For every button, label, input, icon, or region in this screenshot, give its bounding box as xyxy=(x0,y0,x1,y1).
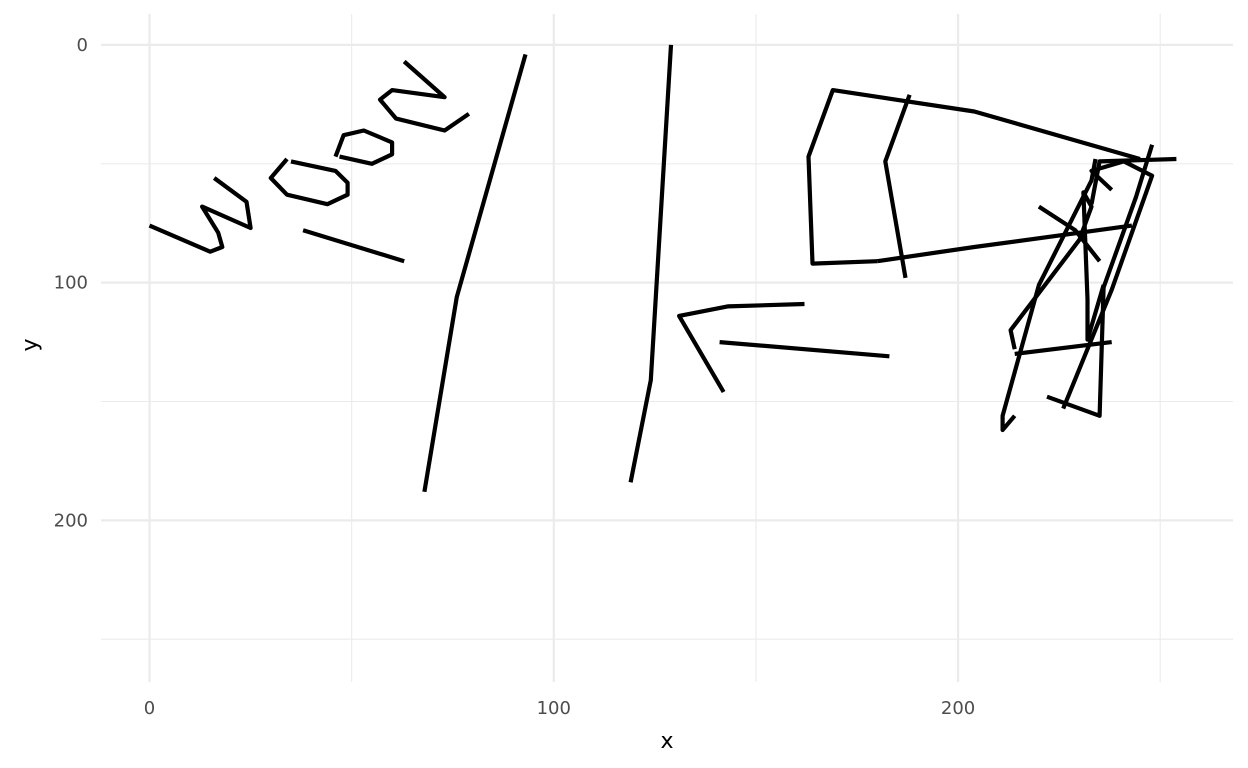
series-group xyxy=(148,44,1177,493)
series-line-1 xyxy=(148,176,253,254)
series-line-4 xyxy=(333,128,395,166)
series-line-19 xyxy=(1089,156,1177,205)
series-line-16 xyxy=(1037,204,1102,263)
y-tick-label: 200 xyxy=(54,510,88,531)
series-line-5 xyxy=(377,59,471,133)
y-axis-title: y xyxy=(18,338,43,351)
series-line-15 xyxy=(1061,159,1155,410)
grid xyxy=(101,14,1233,682)
x-tick-label: 200 xyxy=(941,698,975,719)
series-line-8 xyxy=(676,301,805,394)
series-line-9 xyxy=(719,340,890,359)
series-line-13 xyxy=(1000,158,1098,433)
x-tick-label: 100 xyxy=(537,698,571,719)
tick-labels: 0 100 200 0 100 200 xyxy=(54,35,976,719)
series-line-10 xyxy=(806,87,1141,266)
series-line-2 xyxy=(268,157,350,207)
series-line-6 xyxy=(422,53,528,493)
x-axis-title: x xyxy=(660,729,673,754)
series-line-11 xyxy=(883,94,912,279)
series-line-14 xyxy=(1046,144,1155,418)
y-tick-label: 0 xyxy=(77,35,88,56)
series-line-17 xyxy=(1008,190,1106,350)
y-tick-label: 100 xyxy=(54,273,88,294)
x-tick-label: 0 xyxy=(144,698,155,719)
series-line-18 xyxy=(1014,340,1112,356)
series-line-3 xyxy=(302,228,405,264)
series-line-7 xyxy=(628,44,674,483)
